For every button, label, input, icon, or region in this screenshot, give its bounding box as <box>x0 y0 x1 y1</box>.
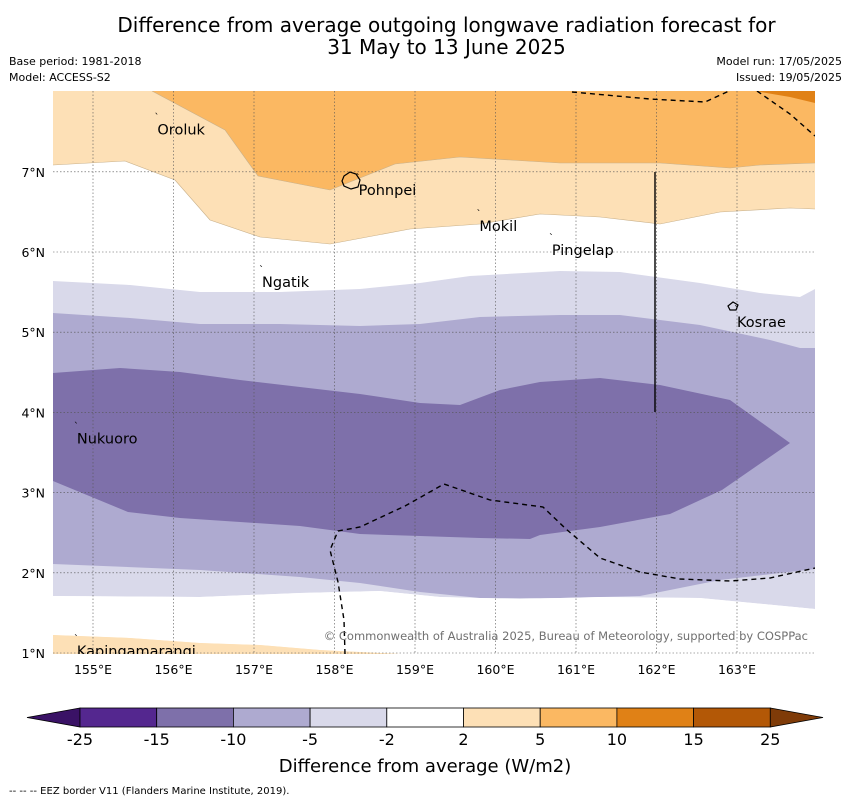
place-label: Mokil <box>479 219 517 235</box>
latitude-axis: 1°N 2°N 3°N 4°N 5°N 6°N 7°N <box>21 165 45 661</box>
place-marker: ` <box>549 232 554 244</box>
run-info: Model run: 17/05/2025 Issued: 19/05/2025 <box>716 54 842 86</box>
eez-border-south <box>329 483 815 654</box>
band-minus15 <box>53 368 790 539</box>
place-label: Ngatik <box>262 275 310 291</box>
model-name: Model: ACCESS-S2 <box>9 71 111 84</box>
lon-tick-label: 158°E <box>315 662 353 677</box>
place-marker: ` <box>154 112 159 124</box>
colorbar-swatch <box>386 707 464 728</box>
colorbar-tick-label: -10 <box>220 730 246 749</box>
place-label: Kosrae <box>737 315 786 331</box>
colorbar-tick-label: 5 <box>535 730 545 749</box>
pohnpei-island-shape <box>341 171 361 190</box>
colorbar-swatch <box>693 707 771 728</box>
title-line-1: Difference from average outgoing longwav… <box>117 13 776 37</box>
colorbar-swatch <box>616 707 695 728</box>
place-marker: ` <box>476 208 481 220</box>
issued-date: Issued: 19/05/2025 <box>735 71 842 84</box>
place-marker: ` <box>259 264 264 276</box>
colorbar-swatch <box>463 707 541 728</box>
colorbar-tick-label: 25 <box>760 730 780 749</box>
colorbar-tick-label: -2 <box>379 730 395 749</box>
colorbar-swatch <box>79 707 158 728</box>
place-labels: `Oroluk`Pohnpei`Mokil`Pingelap`Ngatik`Ko… <box>74 112 786 660</box>
place-marker: ` <box>74 420 79 432</box>
eez-border-north <box>571 91 731 103</box>
lon-tick-label: 156°E <box>154 662 192 677</box>
eez-borders <box>329 91 815 654</box>
model-run: Model run: 17/05/2025 <box>716 55 842 68</box>
lon-tick-label: 160°E <box>476 662 514 677</box>
place-label: Oroluk <box>157 123 205 139</box>
colorbar-tick-label: -15 <box>144 730 170 749</box>
colorbar-swatch <box>539 707 618 728</box>
colorbar-swatch <box>309 707 388 728</box>
place-label: Pohnpei <box>359 183 417 199</box>
colorbar: -25 -15 -10 -5 -2 2 5 10 15 25 <box>26 707 824 749</box>
colorbar-swatch <box>156 707 234 728</box>
colorbar-swatch <box>232 707 311 728</box>
colorbar-extend-low <box>26 707 81 728</box>
lat-tick-label: 4°N <box>21 405 45 420</box>
lon-tick-label: 159°E <box>396 662 434 677</box>
lat-tick-label: 2°N <box>21 566 45 581</box>
colorbar-tick-label: -25 <box>67 730 93 749</box>
band-plus10-north <box>755 91 815 103</box>
contour-outlines <box>53 91 815 245</box>
lat-tick-label: 1°N <box>21 646 45 661</box>
kosrae-island-shape <box>727 301 739 311</box>
colorbar-tick-label: -5 <box>302 730 318 749</box>
graticule <box>53 91 815 654</box>
lon-tick-label: 157°E <box>235 662 273 677</box>
colorbar-label: Difference from average (W/m2) <box>279 756 571 777</box>
place-marker: ` <box>74 633 79 645</box>
base-period: Base period: 1981-2018 <box>9 55 142 68</box>
eez-border-northeast <box>756 91 815 137</box>
lon-tick-label: 163°E <box>718 662 756 677</box>
band-plus2-south-redraw <box>53 635 400 654</box>
colorbar-extend-high <box>769 707 824 728</box>
map-plot-area: `Oroluk`Pohnpei`Mokil`Pingelap`Ngatik`Ko… <box>53 91 815 660</box>
lon-tick-label: 155°E <box>74 662 112 677</box>
copyright-note: © Commonwealth of Australia 2025, Bureau… <box>324 629 808 643</box>
colorbar-tick-label: 10 <box>607 730 627 749</box>
colorbar-tick-label: 2 <box>458 730 468 749</box>
place-label: Pingelap <box>552 243 614 259</box>
lat-tick-label: 7°N <box>21 165 45 180</box>
place-label: Kapingamarangi <box>77 644 196 660</box>
lat-tick-label: 6°N <box>21 245 45 260</box>
longitude-axis: 155°E 156°E 157°E 158°E 159°E 160°E 161°E 162°E… <box>74 662 756 677</box>
band-minus2-lower <box>53 591 815 654</box>
map-title: Difference from average outgoing longwav… <box>0 14 850 58</box>
colorbar-tick-label: 15 <box>683 730 703 749</box>
model-info: Base period: 1981-2018 Model: ACCESS-S2 <box>9 54 141 86</box>
place-label: Nukuoro <box>77 431 138 447</box>
place-marker: ` <box>356 172 361 184</box>
place-marker: ` <box>734 304 739 316</box>
eez-note: -- -- -- EEZ border V11 (Flanders Marine… <box>9 786 290 797</box>
title-line-2: 31 May to 13 June 2025 <box>327 35 566 59</box>
lat-tick-label: 5°N <box>21 325 45 340</box>
lon-tick-label: 162°E <box>637 662 675 677</box>
lon-tick-label: 161°E <box>557 662 595 677</box>
lat-tick-label: 3°N <box>21 486 45 501</box>
band-plus5-north <box>152 91 815 190</box>
